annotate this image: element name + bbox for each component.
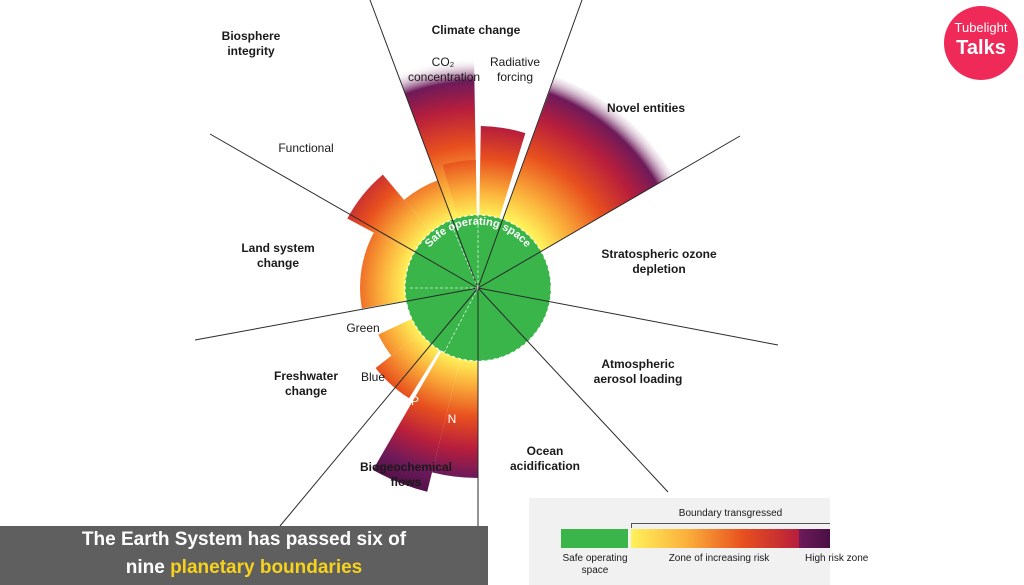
- label-genetic: Genetic: [339, 87, 381, 101]
- label-functional: Functional: [278, 141, 334, 155]
- divider-line: [194, 287, 479, 341]
- divider-line: [477, 0, 583, 289]
- label-climate-change: Climate change: [431, 23, 521, 37]
- legend-bracket-line: [631, 523, 830, 524]
- legend-high-risk-swatch: [799, 529, 830, 548]
- label-aerosol-loading: Atmospheric aerosol loading: [593, 357, 683, 386]
- legend-safe-label: Safe operating space: [562, 553, 628, 576]
- label-n: N: [447, 412, 457, 426]
- legend-safe-swatch: [561, 529, 628, 548]
- label-ocean-acidification: Ocean acidification: [509, 444, 580, 473]
- label-freshwater-change: Freshwater change: [273, 369, 339, 398]
- legend-high-risk-label: High risk zone: [805, 553, 869, 564]
- caption-line-1: The Earth System has passed six of: [81, 529, 407, 550]
- logo-line-2: Talks: [956, 37, 1006, 59]
- legend-boundary-transgressed: Boundary transgressed: [678, 508, 783, 519]
- label-biosphere-integrity: Biosphere integrity: [221, 29, 281, 58]
- label-green: Green: [346, 321, 380, 335]
- label-p: P: [410, 394, 419, 408]
- divider-line: [477, 287, 779, 346]
- divider-line: [477, 287, 669, 493]
- legend: Boundary transgressed Safe operating spa…: [529, 498, 868, 585]
- label-land-system-change: Land system change: [241, 241, 315, 270]
- divider-line: [209, 133, 479, 289]
- caption-highlight: planetary boundaries: [170, 557, 363, 578]
- label-stratospheric-ozone: Stratospheric ozone depletion: [601, 247, 717, 276]
- caption-line-2-plain: nine: [125, 557, 171, 578]
- label-novel-entities: Novel entities: [606, 101, 686, 115]
- divider-line: [477, 135, 741, 289]
- legend-increasing-risk-label: Zone of increasing risk: [668, 553, 770, 564]
- label-radiative-forcing: Radiative forcing: [489, 55, 541, 84]
- divider-line: [369, 0, 479, 289]
- caption-line-2: nine planetary boundaries: [0, 554, 488, 582]
- divider-line: [279, 287, 479, 527]
- label-blue: Blue: [360, 370, 386, 384]
- label-co2-concentration: CO₂ concentration: [408, 55, 481, 84]
- tubelight-talks-logo: Tubelight Talks: [944, 6, 1018, 80]
- legend-bracket-tick: [631, 523, 632, 528]
- label-biogeochemical-flows: Biogeochemical flows: [359, 460, 453, 489]
- legend-risk-gradient: [631, 529, 799, 548]
- logo-line-1: Tubelight: [954, 20, 1008, 35]
- caption-banner: The Earth System has passed six of nine …: [0, 526, 488, 585]
- wedge-genetic-diversity: [376, 0, 478, 288]
